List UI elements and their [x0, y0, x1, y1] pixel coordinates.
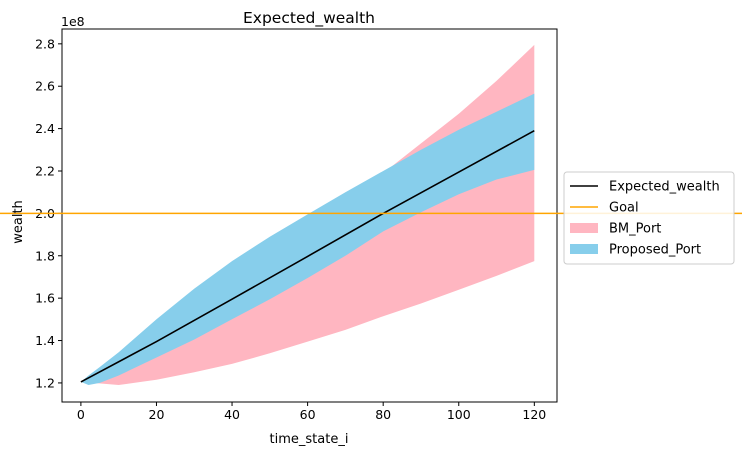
- x-tick-label: 100: [447, 407, 471, 422]
- y-axis-label: wealth: [11, 200, 26, 244]
- proposed-port-band-layer: [80, 93, 535, 385]
- legend-label-bm-port: BM_Port: [609, 222, 661, 237]
- y-tick-label: 2.8: [35, 36, 55, 51]
- x-tick-label: 60: [300, 407, 316, 422]
- y-axis: 1.21.41.61.82.02.22.42.62.8: [35, 36, 62, 390]
- legend-label-expected-wealth: Expected_wealth: [609, 180, 720, 195]
- y-tick-label: 1.2: [35, 375, 55, 390]
- x-axis-label: time_state_i: [270, 432, 349, 447]
- x-tick-label: 20: [149, 407, 165, 422]
- legend-box: [563, 171, 735, 265]
- expected-wealth-line-layer: [80, 129, 535, 383]
- y-tick-label: 2.6: [35, 79, 55, 94]
- y-tick-label: 1.8: [35, 248, 55, 263]
- y-tick-label: 2.4: [35, 121, 55, 136]
- y-tick-label: 1.6: [35, 291, 55, 306]
- legend-label-proposed-port: Proposed_Port: [609, 243, 701, 258]
- expected-wealth-line: [80, 129, 535, 383]
- x-tick-label: 40: [224, 407, 240, 422]
- y-tick-label: 1.4: [35, 333, 55, 348]
- y-scale-label: 1e8: [61, 14, 85, 29]
- legend-swatch-proposed-port: [570, 244, 598, 254]
- x-tick-label: 120: [522, 407, 546, 422]
- x-axis: 0 20 40 60 80 100 120: [77, 402, 546, 422]
- proposed-port-band: [80, 93, 535, 385]
- legend-swatch-bm-port: [570, 223, 598, 233]
- legend: Expected_wealth Goal BM_Port Proposed_Port: [563, 171, 735, 265]
- bm-port-band-layer: [80, 44, 535, 386]
- x-tick-label: 0: [77, 407, 85, 422]
- bm-port-band: [80, 44, 535, 386]
- x-tick-label: 80: [375, 407, 391, 422]
- chart-title: Expected_wealth: [243, 9, 375, 28]
- y-tick-label: 2.2: [35, 163, 55, 178]
- plot-frame: [61, 28, 558, 403]
- plot-area: [80, 44, 535, 386]
- legend-label-goal: Goal: [609, 201, 639, 216]
